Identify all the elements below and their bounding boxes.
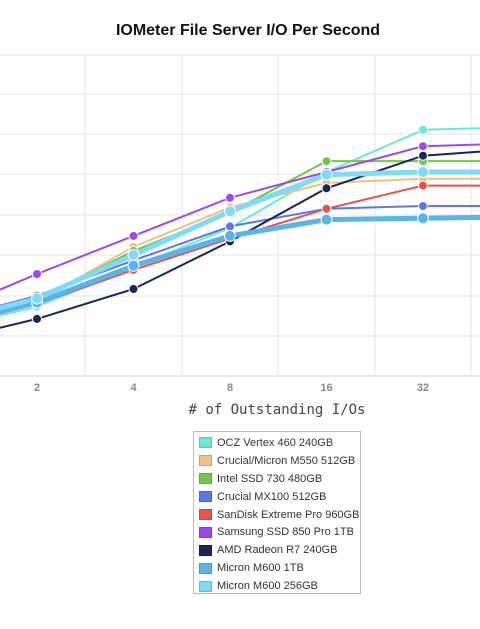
- data-point: [31, 292, 43, 305]
- data-point: [320, 213, 333, 226]
- data-point: [32, 313, 42, 324]
- series-line: [0, 205, 480, 307]
- series-line: [0, 160, 480, 312]
- series: [0, 124, 480, 317]
- legend-swatch: [199, 437, 212, 449]
- data-point: [321, 156, 332, 167]
- legend-swatch: [199, 473, 212, 485]
- data-point: [418, 180, 428, 191]
- legend-item: Intel SSD 730 480GB: [199, 470, 360, 488]
- data-point: [127, 249, 140, 261]
- series: [0, 166, 480, 311]
- legend-label: SanDisk Extreme Pro 960GB: [217, 508, 360, 521]
- legend-item: Crucial/Micron M550 512GB: [199, 452, 360, 470]
- legend-item: AMD Radeon R7 240GB: [199, 541, 360, 559]
- data-point: [128, 284, 139, 294]
- x-tick-label: 16: [320, 382, 332, 394]
- legend: OCZ Vertex 460 240GB Crucial/Micron M550 …: [193, 431, 361, 594]
- x-tick-label: 32: [417, 382, 429, 394]
- legend-label: Crucial/Micron M550 512GB: [217, 454, 356, 467]
- legend-label: AMD Radeon R7 240GB: [217, 544, 338, 557]
- chart-title: IOMeter File Server I/O Per Second: [116, 22, 380, 39]
- data-point: [418, 124, 428, 135]
- data-point: [417, 212, 429, 225]
- x-tick-label: 4: [130, 382, 137, 394]
- legend-swatch: [199, 580, 212, 592]
- data-point: [225, 221, 235, 232]
- data-point: [417, 166, 429, 178]
- series: [0, 212, 480, 315]
- legend-label: Crucial MX100 512GB: [217, 490, 327, 503]
- series: [0, 141, 480, 291]
- x-axis-label: # of Outstanding I/Os: [188, 402, 365, 418]
- series-line: [0, 150, 480, 329]
- legend-swatch: [199, 455, 212, 467]
- series-line: [0, 177, 480, 312]
- legend-item: Samsung SSD 850 Pro 1TB: [199, 523, 360, 541]
- data-point: [418, 141, 428, 152]
- x-tick-label: 8: [227, 382, 233, 394]
- data-point: [321, 183, 332, 194]
- legend-label: Micron M600 1TB: [217, 562, 304, 575]
- legend-item: SanDisk Extreme Pro 960GB: [199, 506, 360, 524]
- data-point: [224, 229, 236, 242]
- data-point: [418, 201, 428, 211]
- x-tick-label: 2: [34, 382, 40, 394]
- legend-label: Micron M600 256GB: [217, 580, 318, 593]
- grid: [0, 54, 480, 377]
- legend-item: Crucial MX100 512GB: [199, 488, 360, 506]
- data-point: [224, 205, 236, 218]
- legend-swatch: [199, 491, 212, 503]
- legend-swatch: [199, 509, 212, 520]
- series-line: [0, 214, 480, 315]
- legend-label: Samsung SSD 850 Pro 1TB: [217, 526, 354, 539]
- data-point: [128, 230, 139, 241]
- data-point: [321, 203, 332, 214]
- legend-item: Micron M600 256GB: [199, 577, 360, 595]
- legend-swatch: [199, 526, 212, 538]
- data-point: [320, 168, 333, 181]
- series: [0, 173, 480, 312]
- legend-swatch: [199, 562, 212, 574]
- series-layer: [0, 124, 480, 329]
- legend-label: OCZ Vertex 460 240GB: [217, 436, 334, 449]
- x-tick-labels: 2 4 8 16 32: [34, 382, 429, 394]
- series-line: [0, 127, 480, 317]
- legend-item: Micron M600 1TB: [199, 559, 360, 577]
- legend-label: Intel SSD 730 480GB: [217, 472, 323, 485]
- data-point: [32, 269, 42, 279]
- data-point: [127, 259, 140, 272]
- data-point: [225, 192, 235, 203]
- series: [0, 156, 480, 312]
- data-point: [418, 150, 428, 161]
- legend-item: OCZ Vertex 460 240GB: [199, 434, 360, 452]
- legend-swatch: [199, 544, 212, 556]
